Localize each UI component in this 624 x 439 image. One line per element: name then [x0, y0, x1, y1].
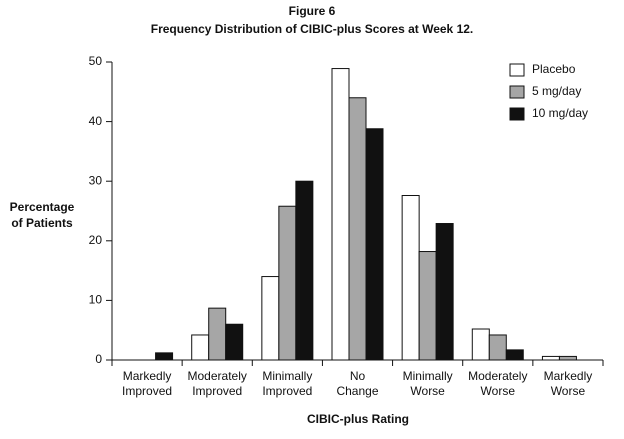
chart-title: Frequency Distribution of CIBIC-plus Sco… [151, 22, 474, 36]
y-axis-label: of Patients [11, 216, 73, 230]
x-tick-label: No [350, 369, 366, 383]
x-tick-label: Improved [262, 384, 312, 398]
legend-label: 10 mg/day [532, 106, 588, 120]
x-tick-label: Markedly [123, 369, 172, 383]
y-axis-label: Percentage [10, 200, 75, 214]
x-tick-label: Improved [192, 384, 242, 398]
legend-swatch [509, 63, 525, 77]
bar [505, 349, 524, 361]
bar [261, 276, 280, 361]
x-tick-label: Moderately [188, 369, 247, 383]
legend-label: 5 mg/day [532, 84, 581, 98]
x-tick-label: Worse [410, 384, 445, 398]
bar [558, 355, 577, 361]
bar [471, 328, 490, 361]
legend-swatch [509, 85, 525, 99]
x-tick-label: Markedly [544, 369, 593, 383]
bar [401, 195, 420, 361]
x-tick-label: Worse [481, 384, 516, 398]
x-tick-label: Moderately [468, 369, 527, 383]
chart-title: Figure 6 [289, 4, 336, 18]
bar [191, 334, 210, 361]
x-tick-label: Worse [551, 384, 586, 398]
bar [208, 307, 227, 361]
bar [348, 97, 367, 361]
bar [435, 223, 454, 361]
x-tick-label: Change [336, 384, 378, 398]
y-tick-label: 20 [89, 233, 103, 247]
legend-swatch [509, 107, 525, 121]
bar [418, 251, 437, 361]
bar [331, 68, 350, 361]
x-tick-label: Minimally [403, 369, 453, 383]
bar [365, 128, 384, 361]
x-tick-label: Minimally [262, 369, 312, 383]
x-tick-label: Improved [122, 384, 172, 398]
y-tick-label: 10 [89, 293, 103, 307]
bar [541, 355, 560, 361]
legend-label: Placebo [532, 62, 576, 76]
bar [488, 334, 507, 361]
y-tick-label: 0 [95, 352, 102, 366]
y-tick-label: 50 [89, 54, 103, 68]
bar [225, 323, 244, 361]
bar [155, 352, 174, 361]
y-tick-label: 30 [89, 173, 103, 187]
bar [278, 205, 297, 361]
x-axis-label: CIBIC-plus Rating [307, 412, 409, 426]
bar [295, 180, 314, 361]
y-tick-label: 40 [89, 114, 103, 128]
